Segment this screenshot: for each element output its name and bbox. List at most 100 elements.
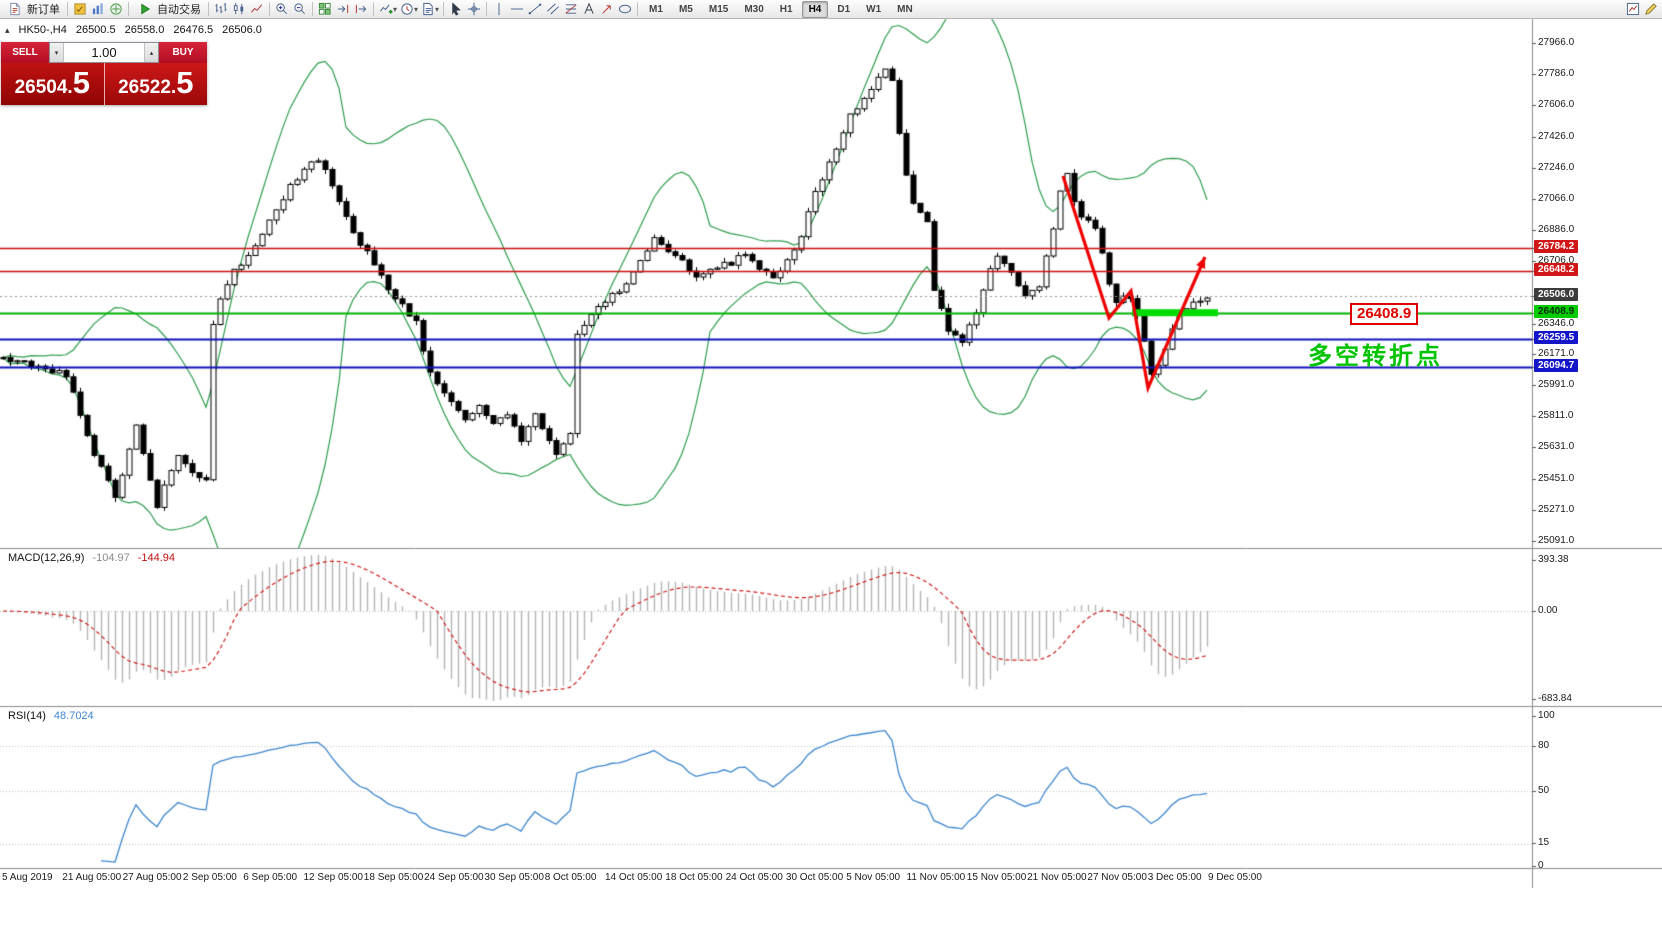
shapes-icon[interactable]	[616, 1, 634, 18]
line-chart-icon[interactable]	[248, 1, 266, 18]
timeframe-H4-button[interactable]: H4	[801, 0, 829, 18]
date-label: 8 Oct 05:00	[544, 872, 597, 883]
buy-price-main: 26522.	[118, 77, 177, 98]
navigator-icon[interactable]	[107, 1, 125, 18]
chart-shift-icon[interactable]	[352, 1, 370, 18]
volume-down-button[interactable]: ▾	[50, 43, 64, 62]
price-axis-label: 25091.0	[1538, 535, 1575, 546]
auto-trading-button-label: 自动交易	[157, 4, 201, 16]
date-label: 11 Nov 05:00	[906, 872, 966, 883]
templates-dropdown-icon[interactable]: ▾	[435, 4, 440, 14]
price-axis-box: 26259.5	[1534, 330, 1579, 344]
edit-pencil-icon[interactable]	[1642, 1, 1660, 18]
cursor-icon[interactable]	[447, 1, 465, 18]
periods-dropdown-icon[interactable]: ▾	[414, 4, 419, 14]
candle-chart-icon[interactable]	[230, 1, 248, 18]
zoom-in-icon[interactable]	[273, 1, 291, 18]
crosshair-icon[interactable]	[465, 1, 483, 18]
new-order-doc-icon[interactable]	[6, 1, 24, 18]
close-value: 26506.0	[222, 24, 262, 36]
macd-label: MACD(12,26,9)	[8, 552, 85, 564]
vertical-line-icon[interactable]	[490, 1, 508, 18]
timeframe-MN-button[interactable]: MN	[897, 3, 913, 15]
metaeditor-icon[interactable]	[71, 1, 89, 18]
sell-price[interactable]: 26504.5	[1, 63, 105, 105]
low-value: 26476.5	[173, 24, 214, 36]
timeframe-M30-button[interactable]: M30	[744, 3, 764, 15]
auto-scroll-icon[interactable]	[334, 1, 352, 18]
price-axis-box: 26408.9	[1534, 304, 1579, 318]
rsi-value: 48.7024	[53, 710, 94, 722]
volume-input[interactable]: 1.00	[91, 45, 117, 60]
equidistant-channel-icon[interactable]	[544, 1, 562, 18]
auto-trading-button[interactable]: 自动交易	[132, 1, 205, 18]
toolbar-right-group	[1624, 1, 1660, 18]
high-value: 26558.0	[124, 24, 165, 36]
add-indicator-dropdown-icon[interactable]: ▾	[393, 4, 398, 14]
timeframe-M1-button[interactable]: M1	[649, 3, 663, 15]
macd-indicator-header: MACD(12,26,9) -104.97 -144.94	[8, 552, 175, 564]
toolbar-separator	[443, 2, 445, 16]
trend-line-icon[interactable]	[526, 1, 544, 18]
turning-point-annotation: 多空转折点	[1308, 343, 1443, 370]
market-watch-icon[interactable]	[89, 1, 107, 18]
arrow-style-icon[interactable]	[598, 1, 616, 18]
periods-icon[interactable]	[398, 1, 416, 18]
toolbar-separator	[312, 2, 313, 16]
toolbar-separator	[486, 2, 488, 16]
price-axis-label: 27066.0	[1538, 192, 1575, 204]
price-axis-label: 26886.0	[1538, 224, 1575, 236]
price-axis-label: 27246.0	[1538, 161, 1575, 173]
new-order-button[interactable]: 新订单	[2, 1, 64, 18]
timeframe-M5-button[interactable]: M5	[678, 3, 693, 15]
sell-price-main: 26504.	[14, 77, 73, 98]
date-label: 14 Oct 05:00	[605, 872, 663, 883]
date-label: 9 Dec 05:00	[1208, 872, 1262, 883]
symbol-period-label: HK50-,H4	[18, 24, 67, 36]
macd-axis-label: 0.00	[1538, 605, 1558, 616]
symbol-info: ▴ HK50-,H4 26500.5 26558.0 26476.5 26506…	[5, 24, 262, 36]
one-click-trading-widget: SELL ▾ 1.00 ▴ BUY 26504.5 26522.5	[1, 42, 207, 105]
add-indicator-icon[interactable]	[377, 1, 395, 18]
toolbar-separator	[269, 2, 270, 16]
macd-axis-label: 393.38	[1538, 554, 1569, 565]
timeframe-H1-button[interactable]: H1	[779, 3, 793, 15]
date-label: 12 Sep 05:00	[303, 872, 364, 883]
price-axis-box: 26094.7	[1534, 359, 1579, 373]
sell-button[interactable]: SELL	[1, 42, 49, 63]
timeframe-W1-button[interactable]: W1	[866, 3, 882, 15]
date-label: 18 Sep 05:00	[363, 872, 424, 883]
buy-price[interactable]: 26522.5	[104, 63, 207, 105]
zoom-out-icon[interactable]	[291, 1, 309, 18]
new-chart-icon[interactable]	[1624, 1, 1642, 18]
toolbar-separator	[67, 2, 68, 16]
volume-up-button[interactable]: ▴	[144, 43, 158, 62]
bar-chart-icon[interactable]	[212, 1, 230, 18]
text-tool-icon[interactable]	[580, 1, 598, 18]
price-axis-label: 25991.0	[1538, 379, 1575, 391]
autoplay-icon[interactable]	[136, 1, 154, 18]
sell-price-pip: 5	[72, 65, 90, 100]
horizontal-line-icon[interactable]	[508, 1, 526, 18]
buy-price-pip: 5	[176, 65, 194, 100]
rsi-indicator-header: RSI(14) 48.7024	[8, 710, 94, 722]
buy-button[interactable]: BUY	[159, 42, 207, 63]
price-axis-label: 25451.0	[1538, 472, 1575, 484]
timeframe-D1-button[interactable]: D1	[837, 3, 851, 15]
date-label: 27 Aug 05:00	[122, 872, 182, 883]
macd-axis-label: -683.84	[1538, 693, 1572, 704]
one-click-collapse-icon[interactable]: ▴	[5, 24, 10, 35]
toolbar: 新订单 自动交易 ▾ ▾ ▾ M1 M5 M15 M30 H1 H4 D1 W1 MN	[0, 0, 1662, 19]
price-axis-label: 27786.0	[1538, 68, 1575, 80]
date-label: 5 Aug 2019	[2, 872, 53, 883]
price-axis-label: 27426.0	[1538, 130, 1575, 142]
price-axis-label: 25271.0	[1538, 503, 1575, 515]
timeframe-M15-button[interactable]: M15	[708, 3, 729, 15]
fibonacci-icon[interactable]	[562, 1, 580, 18]
price-axis-box: 26648.2	[1534, 263, 1579, 277]
tile-windows-icon[interactable]	[316, 1, 334, 18]
templates-icon[interactable]	[419, 1, 437, 18]
open-value: 26500.5	[75, 24, 116, 36]
